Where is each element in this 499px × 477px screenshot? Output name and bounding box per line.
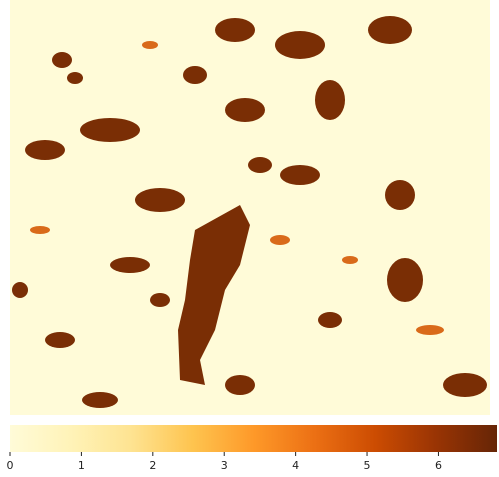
tick-label: 5 bbox=[364, 459, 371, 472]
tick-label: 6 bbox=[435, 459, 442, 472]
chart: 0 1 2 3 4 5 6 bbox=[0, 0, 499, 473]
tick-label: 1 bbox=[78, 459, 85, 472]
colorbar-ticks: 0 1 2 3 4 5 6 bbox=[7, 452, 442, 472]
heatmap-image bbox=[10, 0, 490, 415]
tick-label: 2 bbox=[149, 459, 156, 472]
tick-label: 3 bbox=[221, 459, 228, 472]
tick-label: 4 bbox=[292, 459, 299, 472]
tick-label: 0 bbox=[7, 459, 14, 472]
map-background bbox=[10, 0, 490, 415]
colorbar bbox=[10, 425, 497, 452]
